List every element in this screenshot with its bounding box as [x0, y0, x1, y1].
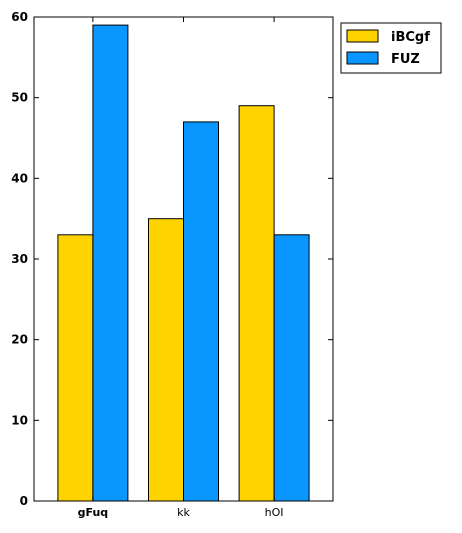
y-axis: 0 10 20 30 40 50 60	[11, 10, 333, 508]
legend-label-FUZ: FUZ	[391, 52, 420, 67]
bar-FUZ-kk	[183, 121, 219, 502]
ytick-label: 0	[20, 494, 28, 508]
ytick-label: 60	[11, 10, 28, 24]
legend: iBCgf FUZ	[340, 22, 442, 74]
x-axis: gFuq kk hOI	[78, 17, 284, 519]
ytick-label: 20	[11, 333, 28, 347]
xtick-label-hOI: hOI	[265, 506, 284, 519]
bar-FUZ-gFuq	[92, 24, 129, 502]
ytick-label: 30	[11, 252, 28, 266]
ytick-label: 50	[11, 91, 28, 105]
bar-iBCgf-gFuq	[57, 234, 94, 502]
legend-label-iBCgf: iBCgf	[391, 30, 430, 45]
bar-iBCgf-hOI	[238, 105, 275, 502]
bar-FUZ-hOI	[273, 234, 310, 502]
xtick-label-kk: kk	[177, 506, 190, 519]
xtick-label-gFuq: gFuq	[78, 506, 109, 519]
legend-swatch-iBCgf	[346, 29, 379, 43]
bar-iBCgf-kk	[148, 218, 184, 502]
legend-swatch-FUZ	[346, 51, 379, 65]
ytick-label: 40	[11, 171, 28, 185]
bars-layer	[57, 24, 310, 502]
ytick-label: 10	[11, 413, 28, 427]
